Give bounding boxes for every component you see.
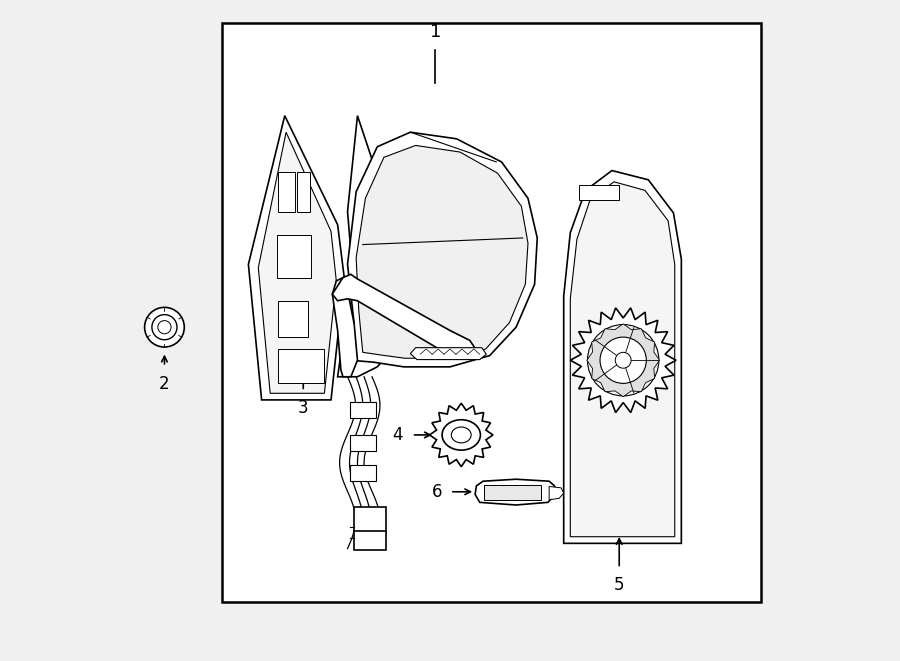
Circle shape bbox=[600, 337, 646, 383]
Circle shape bbox=[152, 315, 177, 340]
Polygon shape bbox=[563, 171, 681, 543]
Ellipse shape bbox=[442, 420, 481, 450]
Polygon shape bbox=[338, 116, 414, 377]
Circle shape bbox=[158, 321, 171, 334]
Ellipse shape bbox=[451, 427, 472, 443]
Circle shape bbox=[588, 325, 659, 396]
Polygon shape bbox=[297, 172, 310, 212]
Polygon shape bbox=[248, 116, 344, 400]
Text: 4: 4 bbox=[392, 426, 403, 444]
Polygon shape bbox=[587, 324, 660, 397]
Polygon shape bbox=[549, 486, 563, 500]
Bar bbox=[355, 531, 386, 550]
Text: 1: 1 bbox=[430, 23, 441, 41]
Text: 3: 3 bbox=[298, 399, 309, 417]
Polygon shape bbox=[278, 301, 308, 337]
Polygon shape bbox=[277, 235, 311, 278]
Circle shape bbox=[145, 307, 184, 347]
Text: 5: 5 bbox=[614, 576, 625, 594]
Polygon shape bbox=[356, 145, 528, 358]
Polygon shape bbox=[410, 348, 486, 360]
Bar bbox=[349, 435, 376, 451]
Polygon shape bbox=[332, 278, 357, 377]
Polygon shape bbox=[571, 308, 676, 412]
Bar bbox=[484, 485, 541, 500]
Bar bbox=[349, 402, 376, 418]
Bar bbox=[222, 23, 760, 602]
Polygon shape bbox=[332, 274, 476, 357]
Polygon shape bbox=[475, 479, 556, 505]
Bar bbox=[349, 465, 376, 481]
Polygon shape bbox=[278, 172, 294, 212]
Bar bbox=[355, 507, 386, 532]
Polygon shape bbox=[429, 403, 493, 467]
Polygon shape bbox=[278, 349, 324, 383]
Text: 6: 6 bbox=[432, 483, 442, 501]
Polygon shape bbox=[571, 182, 675, 537]
Polygon shape bbox=[258, 132, 337, 393]
Text: 2: 2 bbox=[159, 375, 170, 393]
Circle shape bbox=[616, 352, 631, 368]
Polygon shape bbox=[347, 132, 537, 367]
Bar bbox=[579, 185, 618, 200]
